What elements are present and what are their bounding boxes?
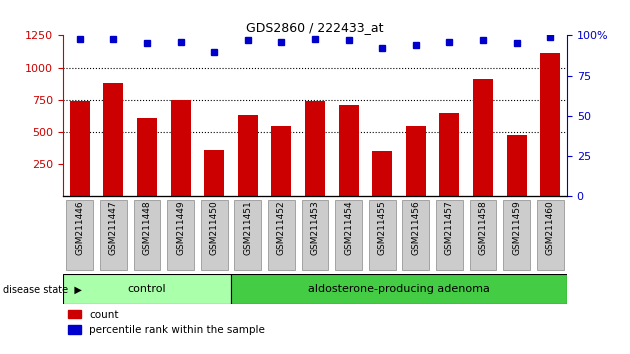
Text: GSM211453: GSM211453 — [311, 200, 319, 255]
Text: GSM211458: GSM211458 — [479, 200, 488, 255]
Text: aldosterone-producing adenoma: aldosterone-producing adenoma — [308, 284, 490, 295]
Bar — [103, 83, 123, 196]
FancyBboxPatch shape — [335, 200, 362, 270]
FancyBboxPatch shape — [403, 200, 429, 270]
Text: GSM211457: GSM211457 — [445, 200, 454, 255]
Text: disease state  ▶: disease state ▶ — [3, 284, 82, 295]
Text: GSM211456: GSM211456 — [411, 200, 420, 255]
FancyBboxPatch shape — [369, 200, 396, 270]
FancyBboxPatch shape — [469, 200, 496, 270]
FancyBboxPatch shape — [201, 200, 227, 270]
Text: GSM211455: GSM211455 — [378, 200, 387, 255]
FancyBboxPatch shape — [100, 200, 127, 270]
Text: GSM211454: GSM211454 — [344, 200, 353, 255]
Text: GSM211460: GSM211460 — [546, 200, 554, 255]
FancyBboxPatch shape — [268, 200, 295, 270]
Text: GSM211447: GSM211447 — [109, 200, 118, 255]
Title: GDS2860 / 222433_at: GDS2860 / 222433_at — [246, 21, 384, 34]
Text: GSM211452: GSM211452 — [277, 200, 286, 255]
Bar — [70, 101, 90, 196]
Text: GSM211449: GSM211449 — [176, 200, 185, 255]
Text: GSM211459: GSM211459 — [512, 200, 521, 255]
FancyBboxPatch shape — [436, 200, 463, 270]
Legend: count, percentile rank within the sample: count, percentile rank within the sample — [68, 310, 265, 335]
FancyBboxPatch shape — [537, 200, 564, 270]
Bar — [238, 115, 258, 196]
Bar — [137, 118, 157, 196]
Bar — [473, 79, 493, 196]
FancyBboxPatch shape — [134, 200, 161, 270]
FancyBboxPatch shape — [63, 274, 231, 304]
Text: GSM211448: GSM211448 — [142, 200, 151, 255]
Bar — [305, 101, 325, 196]
FancyBboxPatch shape — [503, 200, 530, 270]
Text: GSM211446: GSM211446 — [76, 200, 84, 255]
FancyBboxPatch shape — [234, 200, 261, 270]
FancyBboxPatch shape — [302, 200, 328, 270]
Text: control: control — [128, 284, 166, 295]
Bar — [338, 105, 358, 196]
Text: GSM211450: GSM211450 — [210, 200, 219, 255]
Bar — [540, 53, 560, 196]
FancyBboxPatch shape — [167, 200, 194, 270]
Bar — [171, 100, 191, 196]
Bar — [372, 151, 392, 196]
Bar — [272, 126, 292, 196]
FancyBboxPatch shape — [231, 274, 567, 304]
FancyBboxPatch shape — [66, 200, 93, 270]
Bar — [507, 135, 527, 196]
Text: GSM211451: GSM211451 — [243, 200, 252, 255]
Bar — [406, 126, 426, 196]
Bar — [204, 150, 224, 196]
Bar — [439, 113, 459, 196]
